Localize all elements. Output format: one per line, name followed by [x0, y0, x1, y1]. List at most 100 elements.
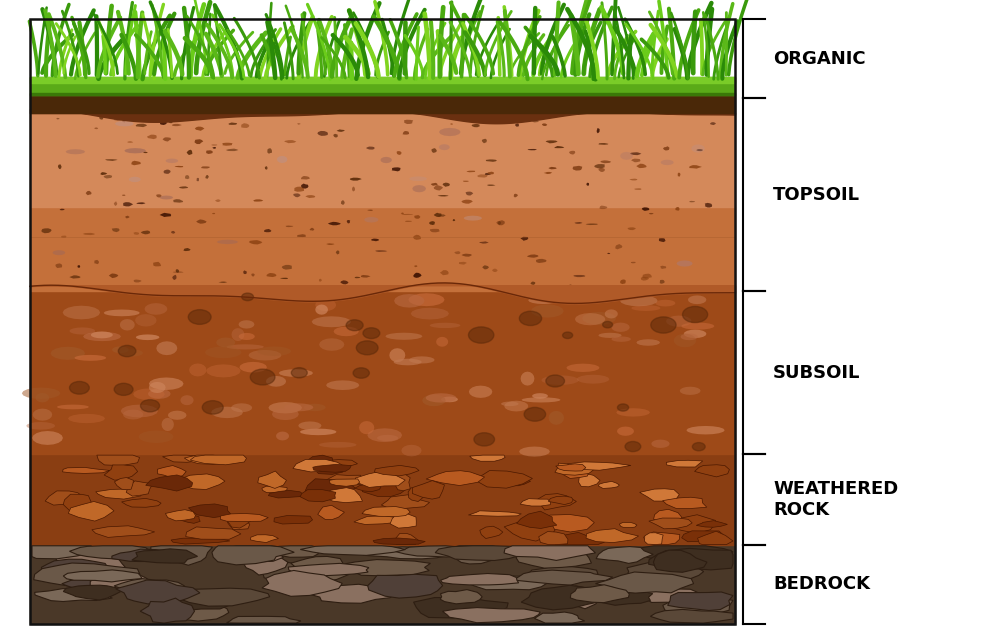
Polygon shape	[149, 382, 166, 393]
Circle shape	[519, 311, 542, 325]
Polygon shape	[594, 164, 605, 168]
Polygon shape	[122, 498, 161, 507]
Polygon shape	[640, 489, 679, 501]
Polygon shape	[566, 364, 600, 372]
Polygon shape	[501, 477, 531, 485]
Polygon shape	[680, 334, 698, 340]
Polygon shape	[141, 230, 150, 234]
Polygon shape	[227, 546, 284, 563]
Polygon shape	[469, 386, 492, 398]
Polygon shape	[414, 215, 420, 219]
Polygon shape	[681, 323, 714, 330]
Polygon shape	[301, 183, 309, 188]
Polygon shape	[434, 213, 442, 217]
Text: SUBSOIL: SUBSOIL	[773, 364, 860, 382]
Polygon shape	[375, 250, 387, 251]
Polygon shape	[678, 172, 680, 177]
Polygon shape	[120, 319, 135, 331]
Polygon shape	[63, 585, 121, 600]
Polygon shape	[642, 207, 649, 211]
Polygon shape	[485, 173, 491, 175]
Polygon shape	[655, 300, 675, 307]
Polygon shape	[35, 393, 49, 403]
Bar	[30, 95, 735, 113]
Polygon shape	[293, 459, 343, 472]
Polygon shape	[92, 526, 155, 538]
Polygon shape	[184, 118, 196, 119]
Bar	[30, 77, 735, 83]
Polygon shape	[172, 275, 177, 280]
Polygon shape	[536, 259, 547, 263]
Polygon shape	[408, 293, 445, 306]
Polygon shape	[201, 167, 210, 168]
Polygon shape	[435, 546, 522, 561]
Polygon shape	[468, 575, 547, 590]
Polygon shape	[136, 203, 145, 204]
Polygon shape	[326, 381, 359, 390]
Polygon shape	[262, 486, 287, 493]
Polygon shape	[641, 588, 703, 603]
Polygon shape	[616, 408, 650, 417]
Polygon shape	[63, 467, 110, 473]
Polygon shape	[653, 550, 707, 572]
Polygon shape	[205, 175, 209, 179]
Polygon shape	[231, 328, 244, 341]
Bar	[30, 545, 735, 624]
Polygon shape	[689, 201, 695, 203]
Polygon shape	[268, 491, 303, 498]
Polygon shape	[597, 128, 600, 133]
Polygon shape	[477, 471, 532, 488]
Polygon shape	[300, 490, 336, 502]
Polygon shape	[394, 294, 425, 307]
Circle shape	[118, 345, 136, 357]
Polygon shape	[441, 397, 458, 403]
Polygon shape	[521, 585, 603, 610]
Polygon shape	[340, 280, 349, 284]
Polygon shape	[600, 206, 607, 209]
Polygon shape	[239, 333, 255, 340]
Polygon shape	[371, 239, 379, 241]
Polygon shape	[136, 334, 160, 340]
Polygon shape	[56, 118, 59, 120]
Polygon shape	[668, 592, 733, 610]
Polygon shape	[401, 445, 422, 457]
Polygon shape	[355, 276, 360, 278]
Polygon shape	[620, 152, 633, 160]
Polygon shape	[586, 224, 598, 225]
Polygon shape	[598, 333, 622, 338]
Polygon shape	[300, 546, 405, 556]
Polygon shape	[165, 510, 196, 521]
Bar	[30, 455, 735, 545]
Polygon shape	[555, 463, 593, 475]
Polygon shape	[226, 149, 238, 151]
Polygon shape	[162, 418, 174, 431]
Polygon shape	[579, 475, 600, 487]
Polygon shape	[55, 264, 62, 268]
Polygon shape	[567, 462, 631, 470]
Polygon shape	[231, 403, 252, 412]
Polygon shape	[373, 538, 425, 545]
Polygon shape	[531, 282, 535, 285]
Polygon shape	[143, 152, 148, 153]
Polygon shape	[453, 219, 455, 221]
Text: WEATHERED
ROCK: WEATHERED ROCK	[773, 480, 898, 519]
Polygon shape	[125, 215, 130, 219]
Polygon shape	[74, 355, 106, 361]
Polygon shape	[282, 265, 292, 269]
Polygon shape	[228, 519, 250, 530]
Polygon shape	[312, 316, 351, 327]
Polygon shape	[619, 522, 637, 528]
Polygon shape	[684, 330, 706, 338]
Polygon shape	[243, 552, 288, 575]
Polygon shape	[313, 460, 358, 469]
Polygon shape	[556, 532, 605, 545]
Polygon shape	[222, 143, 233, 146]
Polygon shape	[123, 202, 133, 206]
Polygon shape	[676, 260, 693, 267]
Polygon shape	[220, 514, 268, 521]
Polygon shape	[227, 617, 301, 623]
Polygon shape	[666, 316, 692, 327]
Polygon shape	[206, 365, 241, 377]
Polygon shape	[454, 251, 460, 254]
Polygon shape	[649, 548, 733, 570]
